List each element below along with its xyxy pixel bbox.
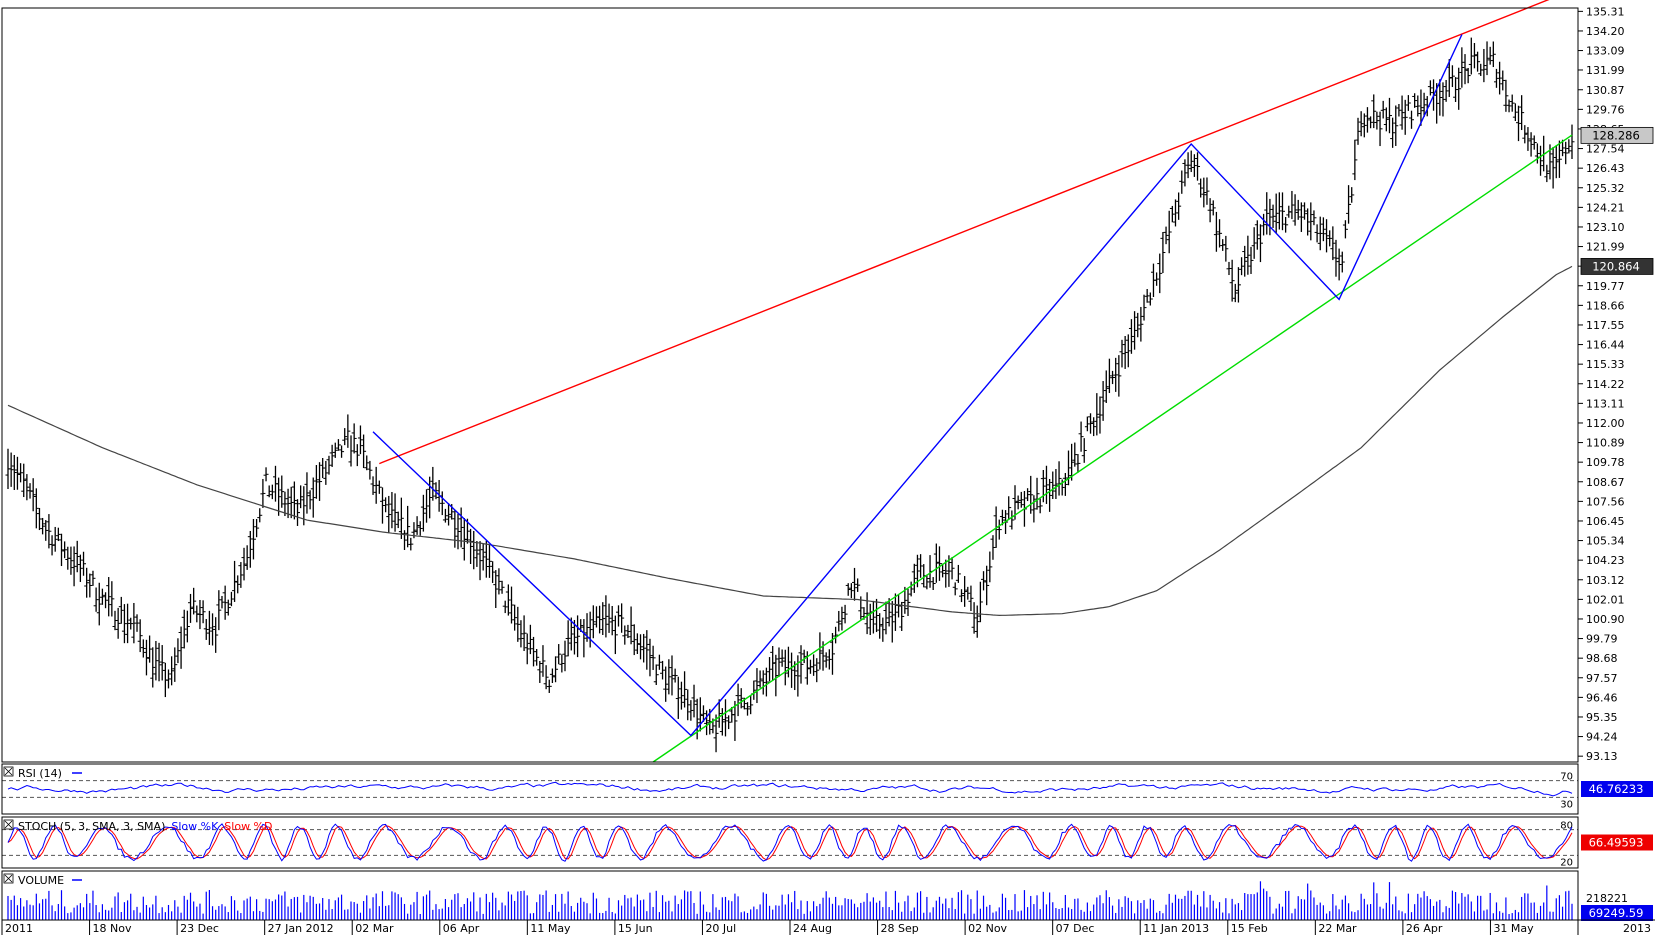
x-tick-label: 24 Aug [793,922,832,935]
y-tick-label: 94.24 [1586,731,1618,744]
y-tick-label: 126.43 [1586,162,1625,175]
close-icon [4,874,13,883]
x-tick-label: 11 Jan 2013 [1143,922,1209,935]
x-tick-label: 02 Mar [355,922,394,935]
y-tick-label: 107.56 [1586,495,1625,508]
y-tick-label: 99.79 [1586,633,1618,646]
y-tick-label: 121.99 [1586,241,1625,254]
x-tick-label: 18 Nov [93,922,132,935]
price-badge-bg [1580,126,1654,144]
close-icon [4,820,13,829]
value-badge: 69249.59 [1589,906,1644,920]
y-tick-label: 135.31 [1586,5,1625,18]
stoch-d-legend: Slow %D [224,820,272,833]
y-tick-label: 97.57 [1586,672,1618,685]
stoch-k-legend: Slow %K [171,820,219,833]
stoch-name: STOCH (5, 3, SMA, 3, SMA) [18,820,165,833]
value-badge: 46.76233 [1589,782,1644,796]
y-tick-label: 119.77 [1586,280,1625,293]
y-tick-label: 125.32 [1586,182,1625,195]
y-tick-label: 118.66 [1586,299,1625,312]
y-tick-label: 130.87 [1586,84,1625,97]
y-tick-label: 95.35 [1586,711,1618,724]
rsi-label: RSI (14) [18,767,62,780]
y-tick-label: 105.34 [1586,535,1625,548]
x-tick-label: 15 Feb [1231,922,1268,935]
stoch-panel: 80 20 66.49593 STOCH (5, 3, SMA, 3, SMA) Slo… [2,819,1653,868]
y-tick-label: 104.23 [1586,554,1625,567]
panel-border [1,870,1579,921]
ma-badge: 120.864 [1592,259,1640,273]
y-tick-label: 123.10 [1586,221,1625,234]
y-tick-label: 109.78 [1586,456,1625,469]
y-tick-label: 110.89 [1586,437,1625,450]
y-tick-label: 100.90 [1586,613,1625,626]
y-tick-label: 133.09 [1586,45,1625,58]
panel-border [1,816,1579,869]
y-tick-label: 117.55 [1586,319,1625,332]
value-badge-bg [1581,781,1653,797]
close-icon [4,767,13,776]
y-tick-label: 102.01 [1586,593,1625,606]
y-tick-label: 114.22 [1586,378,1625,391]
y-tick-label: 115.33 [1586,358,1625,371]
x-tick-label: 06 Apr [443,922,480,935]
y-tick-label: 113.11 [1586,397,1625,410]
x-tick-label: 11 May [530,922,571,935]
volume-label: VOLUME [18,874,64,887]
x-tick-label: 02 Nov [968,922,1007,935]
x-axis: 2011 18 Nov 23 Dec 27 Jan 2012 02 Mar 06 Apr 1… [1,920,1651,935]
moving-average-line [7,265,1573,617]
y-tick-label: 96.46 [1586,691,1618,704]
y-tick-label: 124.21 [1586,201,1625,214]
level-label: 70 [1560,772,1573,783]
price-badge: 128.286 [1592,128,1640,142]
x-tick-label: 2011 [5,922,33,935]
volume-tick: 218221 [1586,892,1628,905]
y-tick-label: 127.54 [1586,143,1625,156]
y-tick-label: 112.00 [1586,417,1625,430]
rsi-line [7,781,1573,797]
panel-border [1,763,1579,815]
y-tick-label: 108.67 [1586,476,1625,489]
x-tick-label: 23 Dec [180,922,219,935]
trendline [372,34,1463,737]
y-tick-label: 134.20 [1586,25,1625,38]
trendline [652,134,1573,763]
level-label: 80 [1560,821,1573,832]
value-badge: 66.49593 [1589,836,1644,850]
trendline [379,0,1550,465]
x-tick-label: 07 Dec [1056,922,1095,935]
value-badge-bg [1581,834,1653,851]
x-tick-label: 26 Apr [1406,922,1443,935]
y-tick-label: 129.76 [1586,103,1625,116]
stoch-label: STOCH (5, 3, SMA, 3, SMA) Slow %K Slow %D [18,820,272,833]
x-tick-label: 27 Jan 2012 [268,922,334,935]
y-tick-label: 106.45 [1586,515,1625,528]
x-tick-label: 2013 [1623,922,1651,935]
x-tick-label: 15 Jun [618,922,653,935]
frame [1,7,1655,921]
ohlc-bars [5,37,1575,753]
stoch-k-line [7,823,1573,862]
y-tick-label: 103.12 [1586,574,1625,587]
y-tick-label: 116.44 [1586,339,1625,352]
y-tick-label: 131.99 [1586,64,1625,77]
rsi-panel: 70 30 46.76233 RSI (14) [2,766,1653,810]
y-tick-label: 93.13 [1586,750,1618,763]
level-label: 20 [1560,857,1573,868]
x-tick-label: 22 Mar [1318,922,1357,935]
panel-border [1,7,1579,763]
level-label: 30 [1560,799,1573,810]
x-tick-label: 31 May [1493,922,1534,935]
ma-badge-bg [1580,258,1654,275]
y-tick-label: 98.68 [1586,652,1618,665]
x-tick-label: 20 Jul [705,922,736,935]
value-badge-bg [1581,905,1653,921]
x-tick-label: 28 Sep [881,922,919,935]
main-price-panel: 93.13 94.24 95.35 96.46 97.57 98.68 99.79 100.9… [5,0,1654,763]
